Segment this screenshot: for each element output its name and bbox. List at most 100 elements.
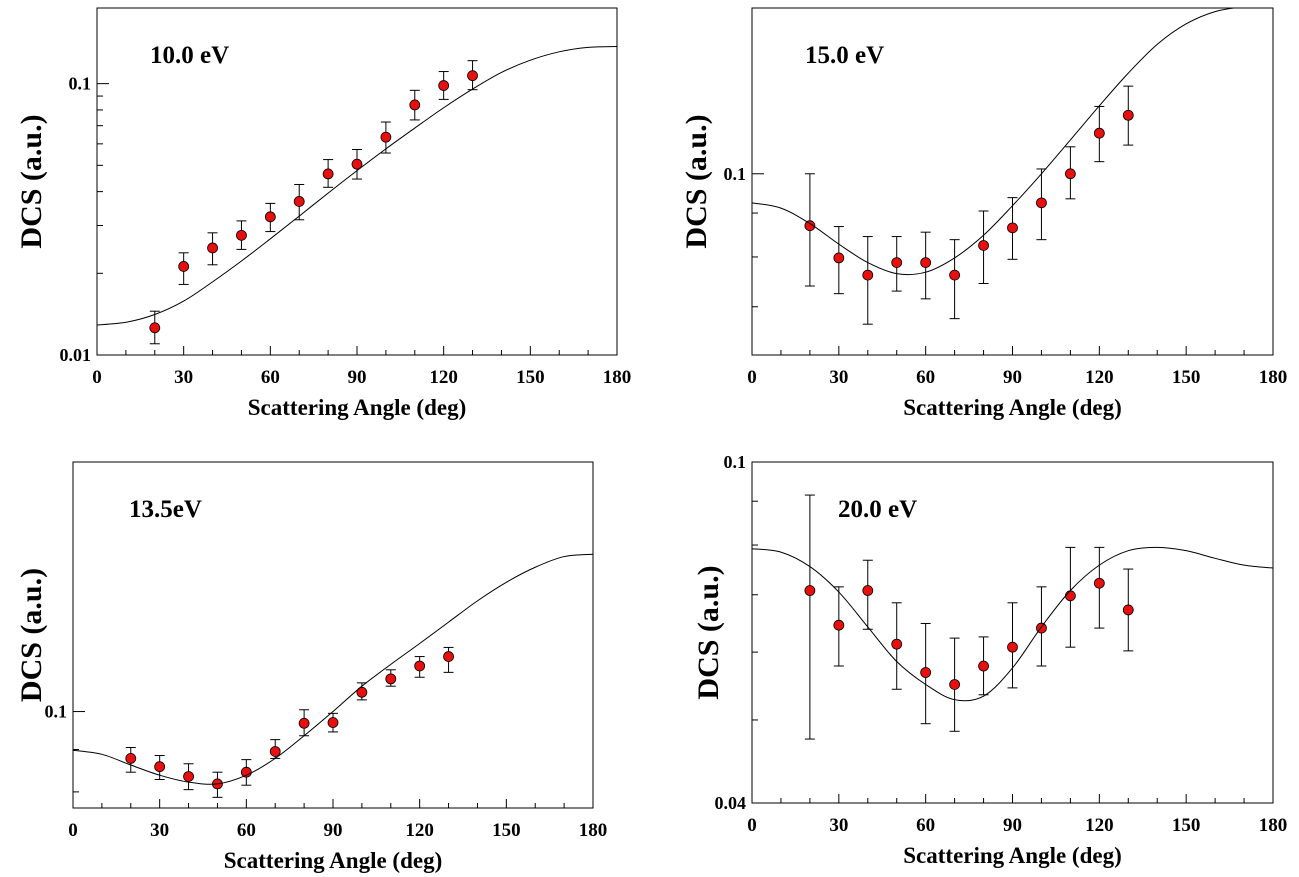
x-tick-label: 0 — [68, 820, 78, 841]
data-point — [1007, 641, 1018, 653]
x-tick-label: 150 — [516, 367, 545, 388]
chart-panel-3: 0 30 60 90 120 150 180 0.1 Scattering Angle (deg… — [15, 461, 608, 873]
data-point — [240, 766, 252, 778]
data-point — [178, 261, 190, 272]
y-tick-label: 0.1 — [45, 702, 68, 722]
x-tick-label: 150 — [1172, 367, 1201, 388]
y-axis-label: DCS (a.u.) — [692, 565, 725, 699]
data-point — [293, 196, 305, 207]
chart-panel-1: 0 30 60 90 120 150 180 0.01 0.1 Scattering Angle … — [15, 7, 632, 420]
x-tick-label: 180 — [603, 367, 632, 388]
energy-annotation: 20.0 eV — [838, 496, 917, 523]
x-tick-label: 90 — [324, 820, 343, 841]
x-axis-label: Scattering Angle (deg) — [903, 843, 1121, 868]
x-tick-label: 30 — [829, 367, 848, 388]
data-point — [409, 99, 421, 111]
data-point — [149, 322, 161, 334]
data-point — [322, 168, 334, 180]
x-tick-label: 60 — [237, 820, 256, 841]
data-point — [236, 229, 247, 241]
data-point — [356, 686, 368, 698]
data-point — [298, 717, 310, 729]
data-point — [920, 667, 932, 678]
data-point — [949, 269, 961, 281]
y-tick-label: 0.04 — [715, 793, 747, 813]
x-tick-label: 30 — [150, 820, 169, 841]
x-tick-label: 60 — [916, 815, 935, 836]
data-point — [978, 660, 989, 672]
data-point — [385, 673, 397, 685]
x-tick-label: 0 — [747, 367, 757, 388]
data-point — [1036, 197, 1047, 209]
x-tick-label: 60 — [261, 367, 280, 388]
energy-annotation: 15.0 eV — [805, 42, 884, 69]
x-tick-label: 90 — [348, 367, 367, 388]
data-point — [269, 746, 281, 757]
y-tick-label: 0.01 — [60, 345, 92, 365]
x-tick-label: 90 — [1003, 815, 1022, 836]
energy-annotation: 13.5eV — [129, 496, 202, 523]
data-point — [1064, 168, 1076, 180]
y-tick-label: 0.1 — [69, 74, 92, 94]
x-axis-label: Scattering Angle (deg) — [248, 395, 466, 420]
data-point — [1122, 604, 1134, 616]
theory-curve — [752, 546, 1273, 702]
x-tick-label: 150 — [1172, 815, 1201, 836]
data-point — [1093, 577, 1105, 589]
theory-curve — [97, 46, 617, 326]
x-tick-label: 120 — [1085, 815, 1114, 836]
data-point — [1064, 590, 1076, 602]
y-tick-label: 0.1 — [724, 164, 747, 184]
y-axis-label: DCS (a.u.) — [15, 114, 48, 248]
x-tick-label: 90 — [1003, 367, 1022, 388]
data-point — [891, 638, 903, 650]
data-point — [443, 651, 454, 662]
x-tick-label: 120 — [405, 820, 434, 841]
x-axis-label: Scattering Angle (deg) — [903, 395, 1121, 420]
data-point — [804, 220, 816, 232]
data-point — [833, 619, 845, 631]
data-point — [862, 585, 874, 596]
data-point — [804, 585, 816, 596]
x-tick-label: 180 — [579, 820, 608, 841]
data-point — [1093, 127, 1105, 139]
data-point — [833, 252, 845, 264]
data-point — [862, 269, 874, 281]
data-point — [327, 717, 339, 728]
x-tick-label: 0 — [747, 815, 757, 836]
y-tick-label: 0.1 — [724, 452, 747, 472]
data-point — [125, 752, 137, 764]
data-point — [380, 131, 392, 143]
y-axis-label: DCS (a.u.) — [15, 568, 48, 702]
data-point — [1122, 109, 1134, 121]
x-tick-label: 30 — [174, 367, 193, 388]
chart-panel-4: 0 30 60 90 120 150 180 0.04 0.1 Scattering Angle … — [692, 452, 1287, 868]
x-tick-label: 180 — [1259, 815, 1288, 836]
data-point — [467, 70, 478, 82]
data-point — [183, 771, 194, 782]
x-tick-label: 0 — [92, 367, 102, 388]
data-point — [414, 660, 426, 672]
data-point — [1007, 222, 1018, 234]
data-point — [154, 761, 166, 773]
theory-curve — [752, 8, 1238, 276]
data-point — [891, 257, 903, 268]
data-point — [207, 242, 218, 254]
data-point — [920, 257, 932, 268]
x-tick-label: 120 — [1085, 367, 1114, 388]
data-point — [264, 211, 276, 223]
data-point — [351, 158, 363, 170]
data-point — [978, 240, 989, 251]
x-axis-label: Scattering Angle (deg) — [224, 848, 442, 873]
theory-curve — [73, 553, 593, 785]
data-point — [949, 679, 961, 690]
y-axis-label: DCS (a.u.) — [680, 114, 713, 248]
data-point — [438, 80, 450, 91]
chart-panel-2: 0 30 60 90 120 150 180 0.1 Scattering Angle (deg… — [680, 7, 1287, 420]
x-tick-label: 30 — [829, 815, 848, 836]
energy-annotation: 10.0 eV — [150, 42, 229, 69]
x-tick-label: 150 — [492, 820, 521, 841]
x-tick-label: 60 — [916, 367, 935, 388]
